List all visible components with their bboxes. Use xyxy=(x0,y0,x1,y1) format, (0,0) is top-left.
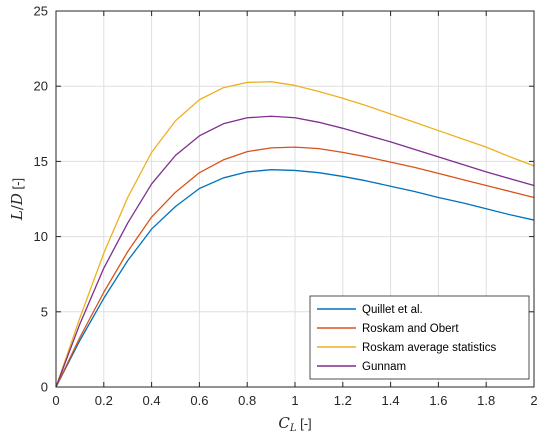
y-axis-label: L/D [-] xyxy=(8,178,26,221)
series-line-roskam-and-obert xyxy=(55,146,535,388)
legend-box xyxy=(309,295,530,380)
y-tick-label: 0 xyxy=(41,380,48,395)
x-axis-label: CL [-] xyxy=(278,414,311,434)
series-line-gunnam xyxy=(55,115,535,388)
x-tick-label: 1.2 xyxy=(334,393,352,408)
legend-label-gunnam: Gunnam xyxy=(362,361,406,373)
y-tick-label: 20 xyxy=(34,79,48,94)
y-tick-label: 15 xyxy=(34,154,48,169)
y-tick-label: 25 xyxy=(34,4,48,19)
legend-label-roskam-and-obert: Roskam and Obert xyxy=(362,323,459,335)
legend-label-quillet-et-al: Quillet et al. xyxy=(362,304,423,316)
x-tick-label: 0 xyxy=(52,393,59,408)
legend-label-roskam-average-statistics: Roskam average statistics xyxy=(362,342,496,354)
x-axis-label-subscript: L xyxy=(289,423,297,434)
x-tick-label: 0.6 xyxy=(190,393,208,408)
x-tick-label: 1.6 xyxy=(429,393,447,408)
x-tick-label: 1.8 xyxy=(477,393,495,408)
series-line-roskam-average-statistics xyxy=(55,81,535,388)
x-tick-label: 0.8 xyxy=(238,393,256,408)
x-tick-label: 1.4 xyxy=(382,393,400,408)
x-tick-label: 0.4 xyxy=(143,393,161,408)
series-lines xyxy=(55,81,535,388)
x-tick-label: 2 xyxy=(530,393,537,408)
x-tick-label: 0.2 xyxy=(95,393,113,408)
x-tick-label: 1 xyxy=(291,393,298,408)
y-tick-label: 5 xyxy=(41,304,48,319)
axis-ticks xyxy=(55,10,535,388)
series-line-quillet-et-al xyxy=(55,169,535,388)
y-tick-label: 10 xyxy=(34,229,48,244)
legend: Quillet et al. Roskam and Obert Roskam ave… xyxy=(309,295,530,380)
